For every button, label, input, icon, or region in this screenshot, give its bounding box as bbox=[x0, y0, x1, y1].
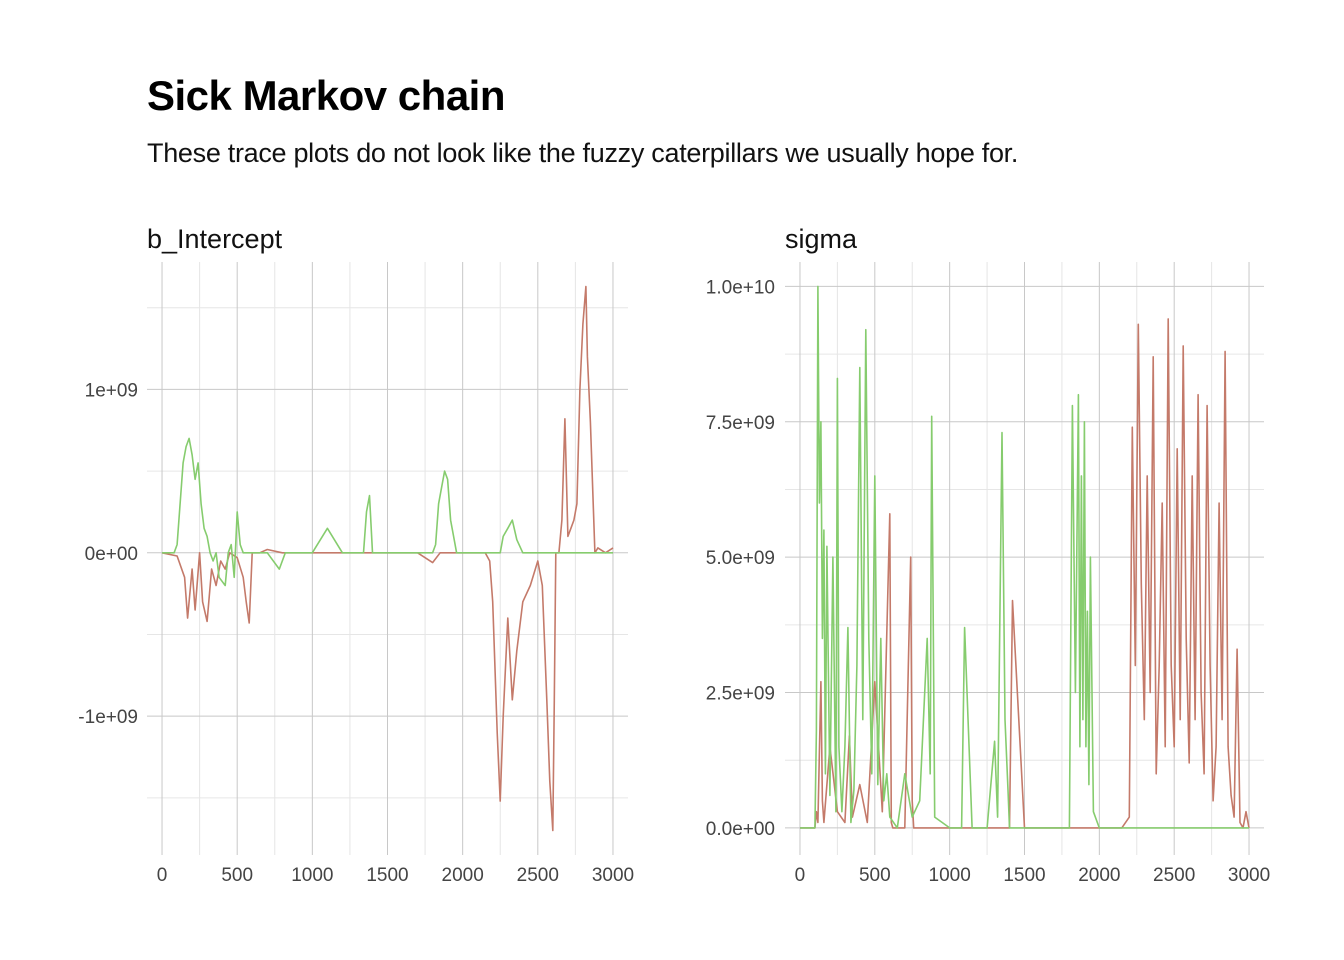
x-tick-label: 0 bbox=[157, 865, 168, 886]
y-tick-label: 0e+00 bbox=[85, 544, 138, 565]
chart-title: Sick Markov chain bbox=[147, 72, 506, 119]
y-tick-label: 0.0e+00 bbox=[706, 819, 775, 840]
x-tick-label: 0 bbox=[795, 865, 806, 886]
x-tick-label: 2500 bbox=[1153, 865, 1195, 886]
x-tick-label: 2000 bbox=[1078, 865, 1120, 886]
series-line-chain-2 bbox=[162, 437, 613, 587]
chart-subtitle: These trace plots do not look like the f… bbox=[147, 138, 1019, 168]
panel-1: sigma 0 500 1000 1500 2000 2500 3000 0.0e+00 2.5e… bbox=[706, 224, 1270, 886]
y-tick-label: 2.5e+09 bbox=[706, 684, 775, 705]
y-tick-label: 1.0e+10 bbox=[706, 277, 775, 298]
x-tick-label: 1000 bbox=[291, 865, 333, 886]
series-line-chain-1 bbox=[800, 318, 1250, 829]
y-tick-label: 5.0e+09 bbox=[706, 548, 775, 569]
x-tick-label: 1500 bbox=[1003, 865, 1045, 886]
x-tick-label: 500 bbox=[859, 865, 891, 886]
y-tick-label: 1e+09 bbox=[85, 380, 138, 401]
panel-title: b_Intercept bbox=[147, 224, 283, 254]
x-tick-label: 1000 bbox=[929, 865, 971, 886]
x-tick-label: 500 bbox=[221, 865, 253, 886]
x-tick-label: 2000 bbox=[442, 865, 484, 886]
panel-title: sigma bbox=[785, 224, 858, 254]
x-tick-label: 3000 bbox=[592, 865, 634, 886]
y-tick-label: -1e+09 bbox=[78, 707, 138, 728]
y-tick-label: 7.5e+09 bbox=[706, 413, 775, 434]
panel-0: b_Intercept 0 500 1000 1500 2000 2500 3000 -1e+0… bbox=[78, 224, 634, 886]
x-tick-label: 3000 bbox=[1228, 865, 1270, 886]
x-tick-label: 2500 bbox=[517, 865, 559, 886]
x-tick-label: 1500 bbox=[366, 865, 408, 886]
series-line-chain-2 bbox=[800, 285, 1249, 829]
